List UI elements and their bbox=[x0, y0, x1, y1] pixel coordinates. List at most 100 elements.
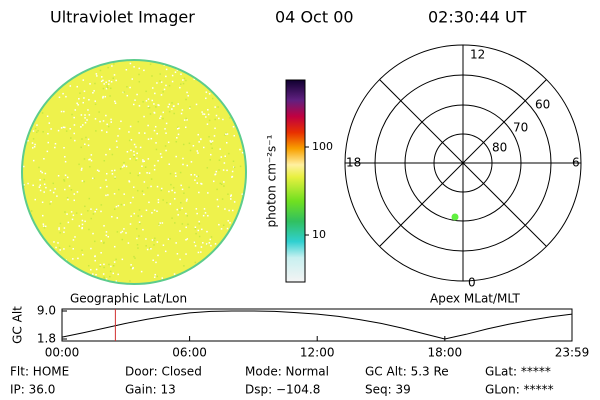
speckle bbox=[87, 144, 90, 147]
speckle bbox=[214, 127, 216, 130]
colorbar bbox=[285, 79, 306, 283]
speckle bbox=[121, 238, 124, 241]
speckle bbox=[196, 150, 199, 152]
speckle bbox=[222, 169, 225, 171]
speckle bbox=[93, 177, 95, 180]
speckle bbox=[62, 126, 65, 129]
speckle bbox=[121, 258, 124, 261]
speckle bbox=[149, 113, 152, 115]
speckle bbox=[74, 139, 76, 142]
speckle bbox=[94, 100, 97, 102]
speckle bbox=[160, 187, 163, 190]
speckle bbox=[222, 118, 224, 121]
speckle bbox=[226, 227, 229, 230]
speckle bbox=[134, 257, 136, 259]
speckle bbox=[232, 160, 235, 163]
speckle bbox=[224, 155, 226, 157]
speckle bbox=[182, 143, 185, 146]
speckle bbox=[160, 189, 163, 192]
speckle bbox=[130, 139, 133, 141]
speckle bbox=[76, 102, 78, 105]
speckle bbox=[201, 111, 203, 113]
speckle bbox=[105, 194, 107, 197]
speckle bbox=[138, 172, 141, 174]
speckle bbox=[72, 239, 75, 241]
speckle bbox=[81, 227, 83, 230]
speckle bbox=[218, 117, 220, 120]
speckle bbox=[174, 71, 177, 73]
status-field: Gain: 13 bbox=[125, 383, 176, 397]
speckle bbox=[105, 153, 107, 156]
speckle bbox=[160, 115, 162, 118]
speckle bbox=[119, 168, 122, 170]
speckle bbox=[123, 164, 125, 166]
speckle bbox=[146, 187, 149, 189]
speckle bbox=[112, 265, 115, 267]
speckle bbox=[174, 191, 176, 194]
speckle bbox=[95, 73, 98, 75]
speckle bbox=[217, 205, 219, 208]
speckle bbox=[82, 101, 84, 104]
speckle bbox=[175, 155, 177, 158]
speckle bbox=[68, 185, 71, 187]
speckle bbox=[43, 158, 45, 160]
speckle bbox=[43, 226, 46, 229]
speckle bbox=[137, 120, 140, 123]
speckle bbox=[49, 189, 52, 192]
speckle bbox=[239, 148, 241, 151]
speckle bbox=[83, 97, 85, 99]
x-tick-label: 12:00 bbox=[300, 346, 335, 360]
speckle bbox=[76, 85, 78, 88]
speckle bbox=[188, 107, 191, 110]
speckle bbox=[34, 127, 37, 130]
speckle bbox=[136, 189, 139, 192]
speckle bbox=[148, 172, 151, 174]
speckle bbox=[34, 143, 36, 146]
speckle bbox=[74, 236, 76, 238]
speckle bbox=[43, 178, 46, 181]
y-tick-label: 9.0 bbox=[37, 304, 56, 318]
speckle bbox=[33, 145, 36, 148]
speckle bbox=[176, 137, 178, 139]
speckle bbox=[147, 106, 150, 109]
speckle bbox=[114, 177, 116, 179]
speckle bbox=[86, 119, 88, 121]
speckle bbox=[106, 85, 108, 87]
speckle bbox=[98, 111, 100, 113]
speckle bbox=[92, 177, 94, 180]
speckle bbox=[216, 188, 218, 191]
speckle bbox=[32, 138, 35, 140]
speckle bbox=[192, 145, 195, 147]
speckle bbox=[171, 108, 173, 110]
speckle bbox=[116, 146, 118, 148]
speckle bbox=[144, 132, 146, 134]
speckle bbox=[177, 133, 180, 136]
speckle bbox=[108, 80, 110, 82]
speckle bbox=[194, 245, 197, 247]
speckle bbox=[54, 142, 57, 145]
speckle bbox=[39, 189, 42, 192]
speckle bbox=[193, 241, 196, 244]
speckle bbox=[214, 243, 217, 245]
speckle bbox=[138, 221, 141, 223]
speckle bbox=[133, 212, 136, 215]
speckle bbox=[195, 208, 198, 210]
orbit-ylabel: GC Alt bbox=[11, 306, 25, 344]
speckle bbox=[107, 125, 110, 128]
speckle bbox=[211, 140, 214, 142]
speckle bbox=[115, 205, 118, 208]
speckle bbox=[210, 143, 212, 145]
speckle bbox=[136, 157, 138, 160]
speckle bbox=[207, 215, 209, 217]
x-tick-label: 06:00 bbox=[172, 346, 207, 360]
speckle bbox=[72, 214, 75, 217]
speckle bbox=[81, 180, 84, 182]
speckle bbox=[153, 103, 155, 105]
speckle bbox=[142, 101, 144, 103]
speckle bbox=[132, 196, 134, 199]
speckle bbox=[106, 86, 109, 89]
mlt-label: 12 bbox=[470, 48, 485, 62]
speckle bbox=[154, 92, 156, 95]
speckle bbox=[153, 112, 156, 114]
speckle bbox=[156, 275, 159, 278]
